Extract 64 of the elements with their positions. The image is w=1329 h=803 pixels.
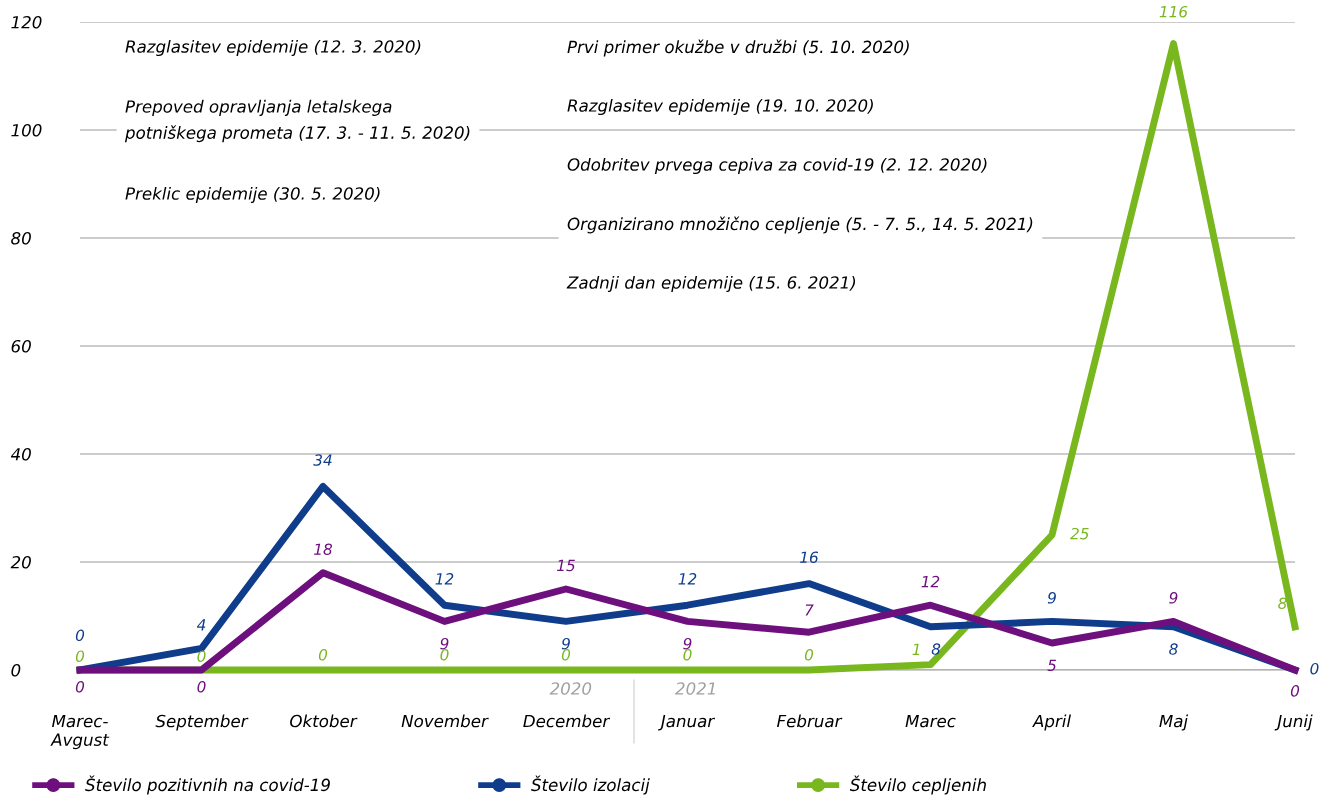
- x-tick-label: November: [401, 714, 489, 728]
- data-label: 34: [313, 454, 332, 466]
- annotation: Prepoved opravljanja letalskega potniškega prometa (17. 3. - 11. 5. 2020): [124, 99, 470, 143]
- data-label: 9: [561, 637, 570, 650]
- y-tick-label: 120: [11, 15, 42, 29]
- annotation: Zadnji dan epidemije (15. 6. 2021): [566, 275, 856, 293]
- x-tick-label: April: [1032, 714, 1071, 731]
- data-label: 7: [805, 604, 814, 616]
- data-label: 9: [683, 637, 692, 650]
- data-label: 5: [1047, 659, 1057, 672]
- annotation: Razglasitev epidemije (12. 3. 2020): [125, 39, 421, 57]
- x-tick-label: December: [523, 714, 611, 728]
- annotation: Prvi primer okužbe v družbi (5. 10. 2020): [567, 39, 909, 57]
- x-tick-label: Februar: [777, 714, 843, 728]
- legend-label: Število cepljenih: [849, 775, 986, 795]
- y-tick-label: 20: [10, 555, 31, 569]
- text: 2021: [675, 682, 715, 695]
- data-label: 25: [1070, 527, 1089, 540]
- x-tick-label: September: [155, 714, 249, 731]
- data-label: 0: [1310, 662, 1319, 675]
- data-label: 0: [75, 680, 85, 693]
- y-tick-label: 100: [11, 123, 42, 137]
- data-label: 1: [912, 643, 920, 655]
- text: 2020: [549, 682, 592, 695]
- y-tick-label: 80: [11, 231, 31, 245]
- data-label: 0: [318, 648, 328, 661]
- data-label: 0: [440, 648, 449, 661]
- data-label: 0: [197, 650, 206, 662]
- data-label: 116: [1159, 5, 1188, 18]
- x-tick-label: Oktober: [290, 714, 358, 728]
- annotation: Razglasitev epidemije (19. 10. 2020): [567, 98, 873, 116]
- y-tick-label: 40: [10, 447, 31, 461]
- data-label: 18: [314, 543, 333, 556]
- x-tick-label: Maj: [1159, 714, 1189, 731]
- data-label: 0: [683, 648, 692, 661]
- x-tick-label: Marec- Avgust: [50, 714, 110, 750]
- legend-label: Število izolacij: [531, 775, 650, 795]
- x-tick-label: Marec: [905, 714, 956, 728]
- legend-label: Število pozitivnih na covid-19: [85, 775, 330, 795]
- data-label: 0: [75, 629, 85, 642]
- data-label: 8: [1169, 643, 1178, 655]
- data-label: 16: [800, 551, 819, 564]
- data-label: 0: [197, 680, 206, 693]
- data-label: 4: [196, 619, 206, 631]
- data-label: 8: [1278, 597, 1287, 610]
- data-label: 12: [921, 575, 940, 588]
- y-tick-label: 60: [11, 339, 31, 353]
- data-label: 9: [1169, 592, 1178, 604]
- annotation: Odobritev prvega cepiva za covid-19 (2. 12. 2020): [567, 157, 987, 175]
- data-label: 0: [75, 650, 85, 662]
- x-tick-label: Januar: [658, 714, 716, 731]
- data-label: 12: [678, 573, 697, 585]
- data-label: 9: [440, 637, 449, 650]
- data-label: 15: [557, 559, 575, 572]
- data-label: 8: [931, 643, 941, 655]
- y-tick-label: 0: [11, 663, 21, 677]
- annotation: Preklic epidemije (30. 5. 2020): [125, 186, 380, 204]
- data-label: 12: [435, 573, 454, 585]
- data-label: 0: [561, 648, 571, 661]
- annotation: Organizirano množično cepljenje (5. - 7. 5., 14. 5. 2021): [567, 216, 1033, 234]
- data-label: 0: [804, 648, 814, 661]
- data-label: 9: [1047, 592, 1056, 604]
- x-tick-label: Junij: [1274, 714, 1313, 731]
- data-label: 0: [1290, 685, 1300, 697]
